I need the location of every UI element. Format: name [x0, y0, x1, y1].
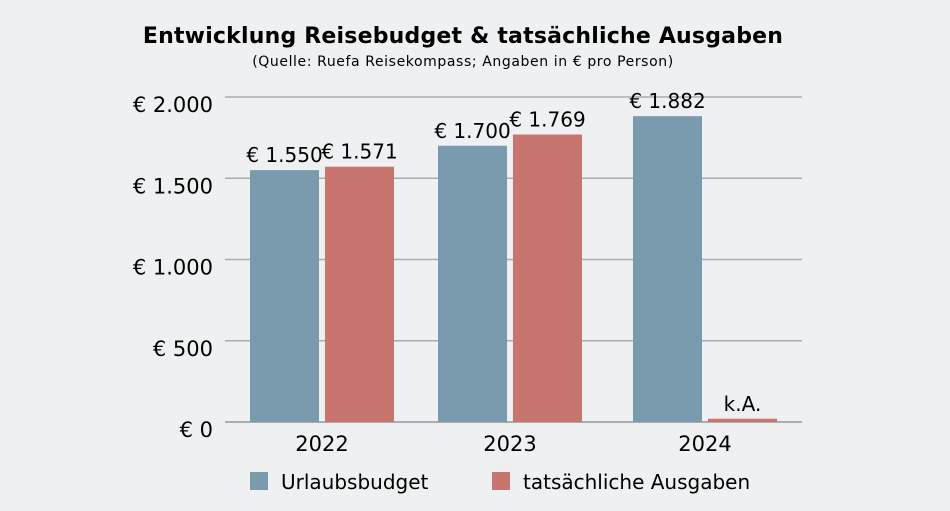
x-tick-label: 2023	[483, 432, 536, 456]
y-tick-label: € 0	[180, 418, 213, 442]
y-axis: € 0 € 500 € 1.000 € 1.500 € 2.000	[133, 93, 213, 442]
legend: Urlaubsbudget tatsächliche Ausgaben	[250, 470, 750, 494]
legend-swatch	[492, 472, 510, 490]
chart-subtitle: (Quelle: Ruefa Reisekompass; Angaben in …	[252, 54, 674, 70]
data-label: € 1.550	[246, 143, 322, 167]
bar	[325, 166, 394, 422]
y-tick-label: € 2.000	[133, 93, 213, 117]
x-axis: 2022 2023 2024	[295, 432, 731, 456]
data-label: € 1.882	[629, 89, 705, 113]
legend-swatch	[250, 472, 268, 490]
x-tick-label: 2024	[678, 432, 731, 456]
bar	[633, 116, 702, 423]
data-labels: € 1.550€ 1.571 € 1.700€ 1.769 € 1.882 k.A.	[246, 89, 761, 416]
bar	[438, 145, 507, 422]
bar	[250, 170, 319, 422]
data-label: € 1.700	[434, 119, 510, 143]
bars	[250, 116, 777, 423]
data-label: € 1.769	[509, 108, 585, 132]
bar	[513, 134, 582, 422]
data-label: € 1.571	[321, 140, 397, 164]
x-tick-label: 2022	[295, 432, 348, 456]
bar	[708, 418, 777, 422]
legend-label: Urlaubsbudget	[281, 470, 429, 494]
y-tick-label: € 1.500	[133, 174, 213, 198]
data-label: k.A.	[724, 392, 762, 416]
chart-title: Entwicklung Reisebudget & tatsächliche A…	[143, 24, 783, 49]
y-tick-label: € 500	[153, 337, 213, 361]
y-tick-label: € 1.000	[133, 256, 213, 280]
legend-label: tatsächliche Ausgaben	[523, 470, 750, 494]
